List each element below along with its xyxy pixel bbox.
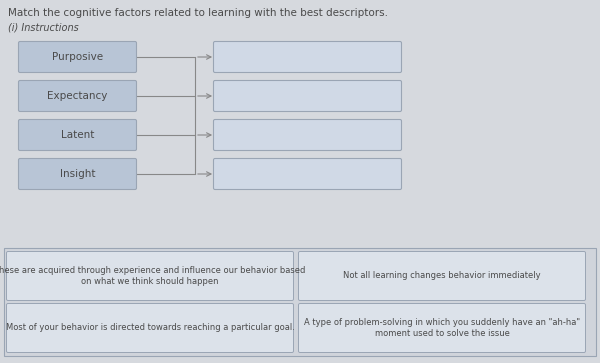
Text: Insight: Insight bbox=[60, 169, 95, 179]
FancyBboxPatch shape bbox=[214, 81, 401, 111]
FancyBboxPatch shape bbox=[299, 252, 586, 301]
FancyBboxPatch shape bbox=[19, 159, 137, 189]
Text: A type of problem-solving in which you suddenly have an "ah-ha"
moment used to s: A type of problem-solving in which you s… bbox=[304, 318, 580, 338]
FancyBboxPatch shape bbox=[214, 119, 401, 151]
Text: Purposive: Purposive bbox=[52, 52, 103, 62]
FancyBboxPatch shape bbox=[19, 119, 137, 151]
FancyBboxPatch shape bbox=[214, 41, 401, 73]
Text: These are acquired through experience and influence our behavior based
on what w: These are acquired through experience an… bbox=[0, 266, 305, 286]
FancyBboxPatch shape bbox=[214, 159, 401, 189]
Text: Match the cognitive factors related to learning with the best descriptors.: Match the cognitive factors related to l… bbox=[8, 8, 388, 18]
Text: (i) Instructions: (i) Instructions bbox=[8, 22, 79, 32]
FancyBboxPatch shape bbox=[4, 248, 596, 356]
Text: Latent: Latent bbox=[61, 130, 94, 140]
Text: Expectancy: Expectancy bbox=[47, 91, 107, 101]
FancyBboxPatch shape bbox=[299, 303, 586, 352]
Text: Most of your behavior is directed towards reaching a particular goal.: Most of your behavior is directed toward… bbox=[5, 323, 295, 333]
FancyBboxPatch shape bbox=[19, 81, 137, 111]
FancyBboxPatch shape bbox=[7, 303, 293, 352]
Text: Not all learning changes behavior immediately: Not all learning changes behavior immedi… bbox=[343, 272, 541, 281]
FancyBboxPatch shape bbox=[7, 252, 293, 301]
FancyBboxPatch shape bbox=[19, 41, 137, 73]
